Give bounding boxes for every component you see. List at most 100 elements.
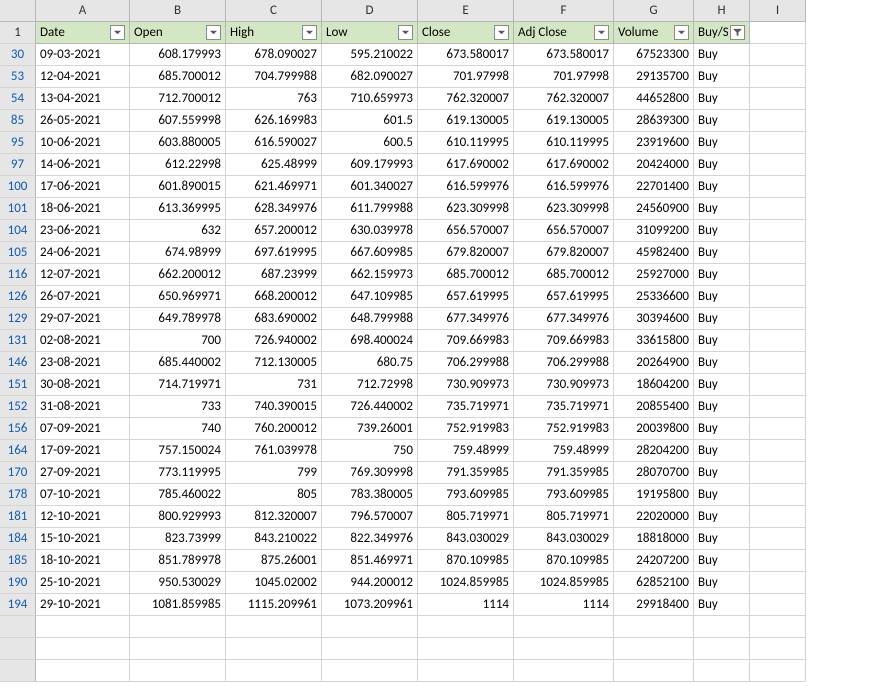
cell[interactable]: 617.690002: [418, 154, 514, 176]
row-header-95[interactable]: 95: [0, 132, 36, 154]
cell[interactable]: 613.369995: [130, 198, 226, 220]
row-header-146[interactable]: 146: [0, 352, 36, 374]
cell[interactable]: 769.309998: [322, 462, 418, 484]
cell[interactable]: 25336600: [614, 286, 694, 308]
cell[interactable]: 612.22998: [130, 154, 226, 176]
cell[interactable]: 616.599976: [514, 176, 614, 198]
row-header-152[interactable]: 152: [0, 396, 36, 418]
cell[interactable]: Buy: [694, 374, 750, 396]
cell[interactable]: 607.559998: [130, 110, 226, 132]
cell[interactable]: 706.299988: [514, 352, 614, 374]
cell[interactable]: 601.890015: [130, 176, 226, 198]
cell[interactable]: 843.030029: [514, 528, 614, 550]
cell[interactable]: 20855400: [614, 396, 694, 418]
cell-blank[interactable]: [750, 616, 806, 638]
cell[interactable]: 650.969971: [130, 286, 226, 308]
filter-dropdown-icon[interactable]: [110, 25, 125, 40]
cell[interactable]: 1114: [418, 594, 514, 616]
cell[interactable]: 698.400024: [322, 330, 418, 352]
cell[interactable]: 843.030029: [418, 528, 514, 550]
filter-dropdown-icon[interactable]: [302, 25, 317, 40]
cell[interactable]: 685.700012: [418, 264, 514, 286]
cell[interactable]: 28070700: [614, 462, 694, 484]
header-cell-volume[interactable]: Volume: [614, 22, 694, 44]
cell[interactable]: 18604200: [614, 374, 694, 396]
cell[interactable]: 656.570007: [418, 220, 514, 242]
cell[interactable]: 45982400: [614, 242, 694, 264]
cell-blank[interactable]: [322, 638, 418, 660]
row-header-184[interactable]: 184: [0, 528, 36, 550]
filter-dropdown-icon[interactable]: [398, 25, 413, 40]
cell[interactable]: 674.98999: [130, 242, 226, 264]
cell[interactable]: 700: [130, 330, 226, 352]
cell[interactable]: 843.210022: [226, 528, 322, 550]
column-header-F[interactable]: F: [514, 0, 614, 22]
row-header-151[interactable]: 151: [0, 374, 36, 396]
cell[interactable]: 687.23999: [226, 264, 322, 286]
cell[interactable]: Buy: [694, 110, 750, 132]
cell[interactable]: 625.48999: [226, 154, 322, 176]
cell[interactable]: 02-08-2021: [36, 330, 130, 352]
cell-blank[interactable]: [750, 154, 806, 176]
cell[interactable]: 608.179993: [130, 44, 226, 66]
cell[interactable]: 726.940002: [226, 330, 322, 352]
header-cell-open[interactable]: Open: [130, 22, 226, 44]
cell[interactable]: 22701400: [614, 176, 694, 198]
row-header-1[interactable]: 1: [0, 22, 36, 44]
filter-dropdown-icon[interactable]: [206, 25, 221, 40]
cell[interactable]: 62852100: [614, 572, 694, 594]
cell[interactable]: 944.200012: [322, 572, 418, 594]
cell-blank[interactable]: [226, 616, 322, 638]
cell[interactable]: 805.719971: [514, 506, 614, 528]
cell[interactable]: 697.619995: [226, 242, 322, 264]
cell[interactable]: 805.719971: [418, 506, 514, 528]
cell[interactable]: 14-06-2021: [36, 154, 130, 176]
cell-blank[interactable]: [750, 66, 806, 88]
cell-blank[interactable]: [750, 308, 806, 330]
column-header-B[interactable]: B: [130, 0, 226, 22]
cell[interactable]: 656.570007: [514, 220, 614, 242]
row-header-178[interactable]: 178: [0, 484, 36, 506]
cell[interactable]: 657.619995: [418, 286, 514, 308]
cell-blank[interactable]: [226, 660, 322, 682]
header-cell-high[interactable]: High: [226, 22, 322, 44]
header-cell-date[interactable]: Date: [36, 22, 130, 44]
cell[interactable]: 610.119995: [418, 132, 514, 154]
cell[interactable]: 621.469971: [226, 176, 322, 198]
cell[interactable]: 12-04-2021: [36, 66, 130, 88]
cell-blank[interactable]: [750, 594, 806, 616]
cell-blank[interactable]: [750, 660, 806, 682]
cell[interactable]: Buy: [694, 176, 750, 198]
cell[interactable]: 870.109985: [514, 550, 614, 572]
cell[interactable]: 12-07-2021: [36, 264, 130, 286]
cell[interactable]: Buy: [694, 242, 750, 264]
cell[interactable]: 1045.02002: [226, 572, 322, 594]
row-header-129[interactable]: 129: [0, 308, 36, 330]
cell[interactable]: 762.320007: [514, 88, 614, 110]
cell[interactable]: 822.349976: [322, 528, 418, 550]
cell[interactable]: 679.820007: [514, 242, 614, 264]
row-header-131[interactable]: 131: [0, 330, 36, 352]
row-header-97[interactable]: 97: [0, 154, 36, 176]
cell-blank[interactable]: [514, 616, 614, 638]
cell[interactable]: 1081.859985: [130, 594, 226, 616]
cell[interactable]: 712.130005: [226, 352, 322, 374]
cell[interactable]: 20424000: [614, 154, 694, 176]
cell-blank[interactable]: [36, 660, 130, 682]
cell[interactable]: Buy: [694, 286, 750, 308]
cell[interactable]: 752.919983: [514, 418, 614, 440]
cell[interactable]: 950.530029: [130, 572, 226, 594]
row-header-85[interactable]: 85: [0, 110, 36, 132]
cell[interactable]: Buy: [694, 308, 750, 330]
row-header-181[interactable]: 181: [0, 506, 36, 528]
cell[interactable]: 07-09-2021: [36, 418, 130, 440]
cell[interactable]: 29-10-2021: [36, 594, 130, 616]
cell-blank[interactable]: [750, 176, 806, 198]
row-header-164[interactable]: 164: [0, 440, 36, 462]
cell[interactable]: 793.609985: [418, 484, 514, 506]
cell[interactable]: 30-08-2021: [36, 374, 130, 396]
cell-blank[interactable]: [130, 660, 226, 682]
cell[interactable]: 733: [130, 396, 226, 418]
cell[interactable]: 619.130005: [418, 110, 514, 132]
filter-dropdown-icon[interactable]: [494, 25, 509, 40]
